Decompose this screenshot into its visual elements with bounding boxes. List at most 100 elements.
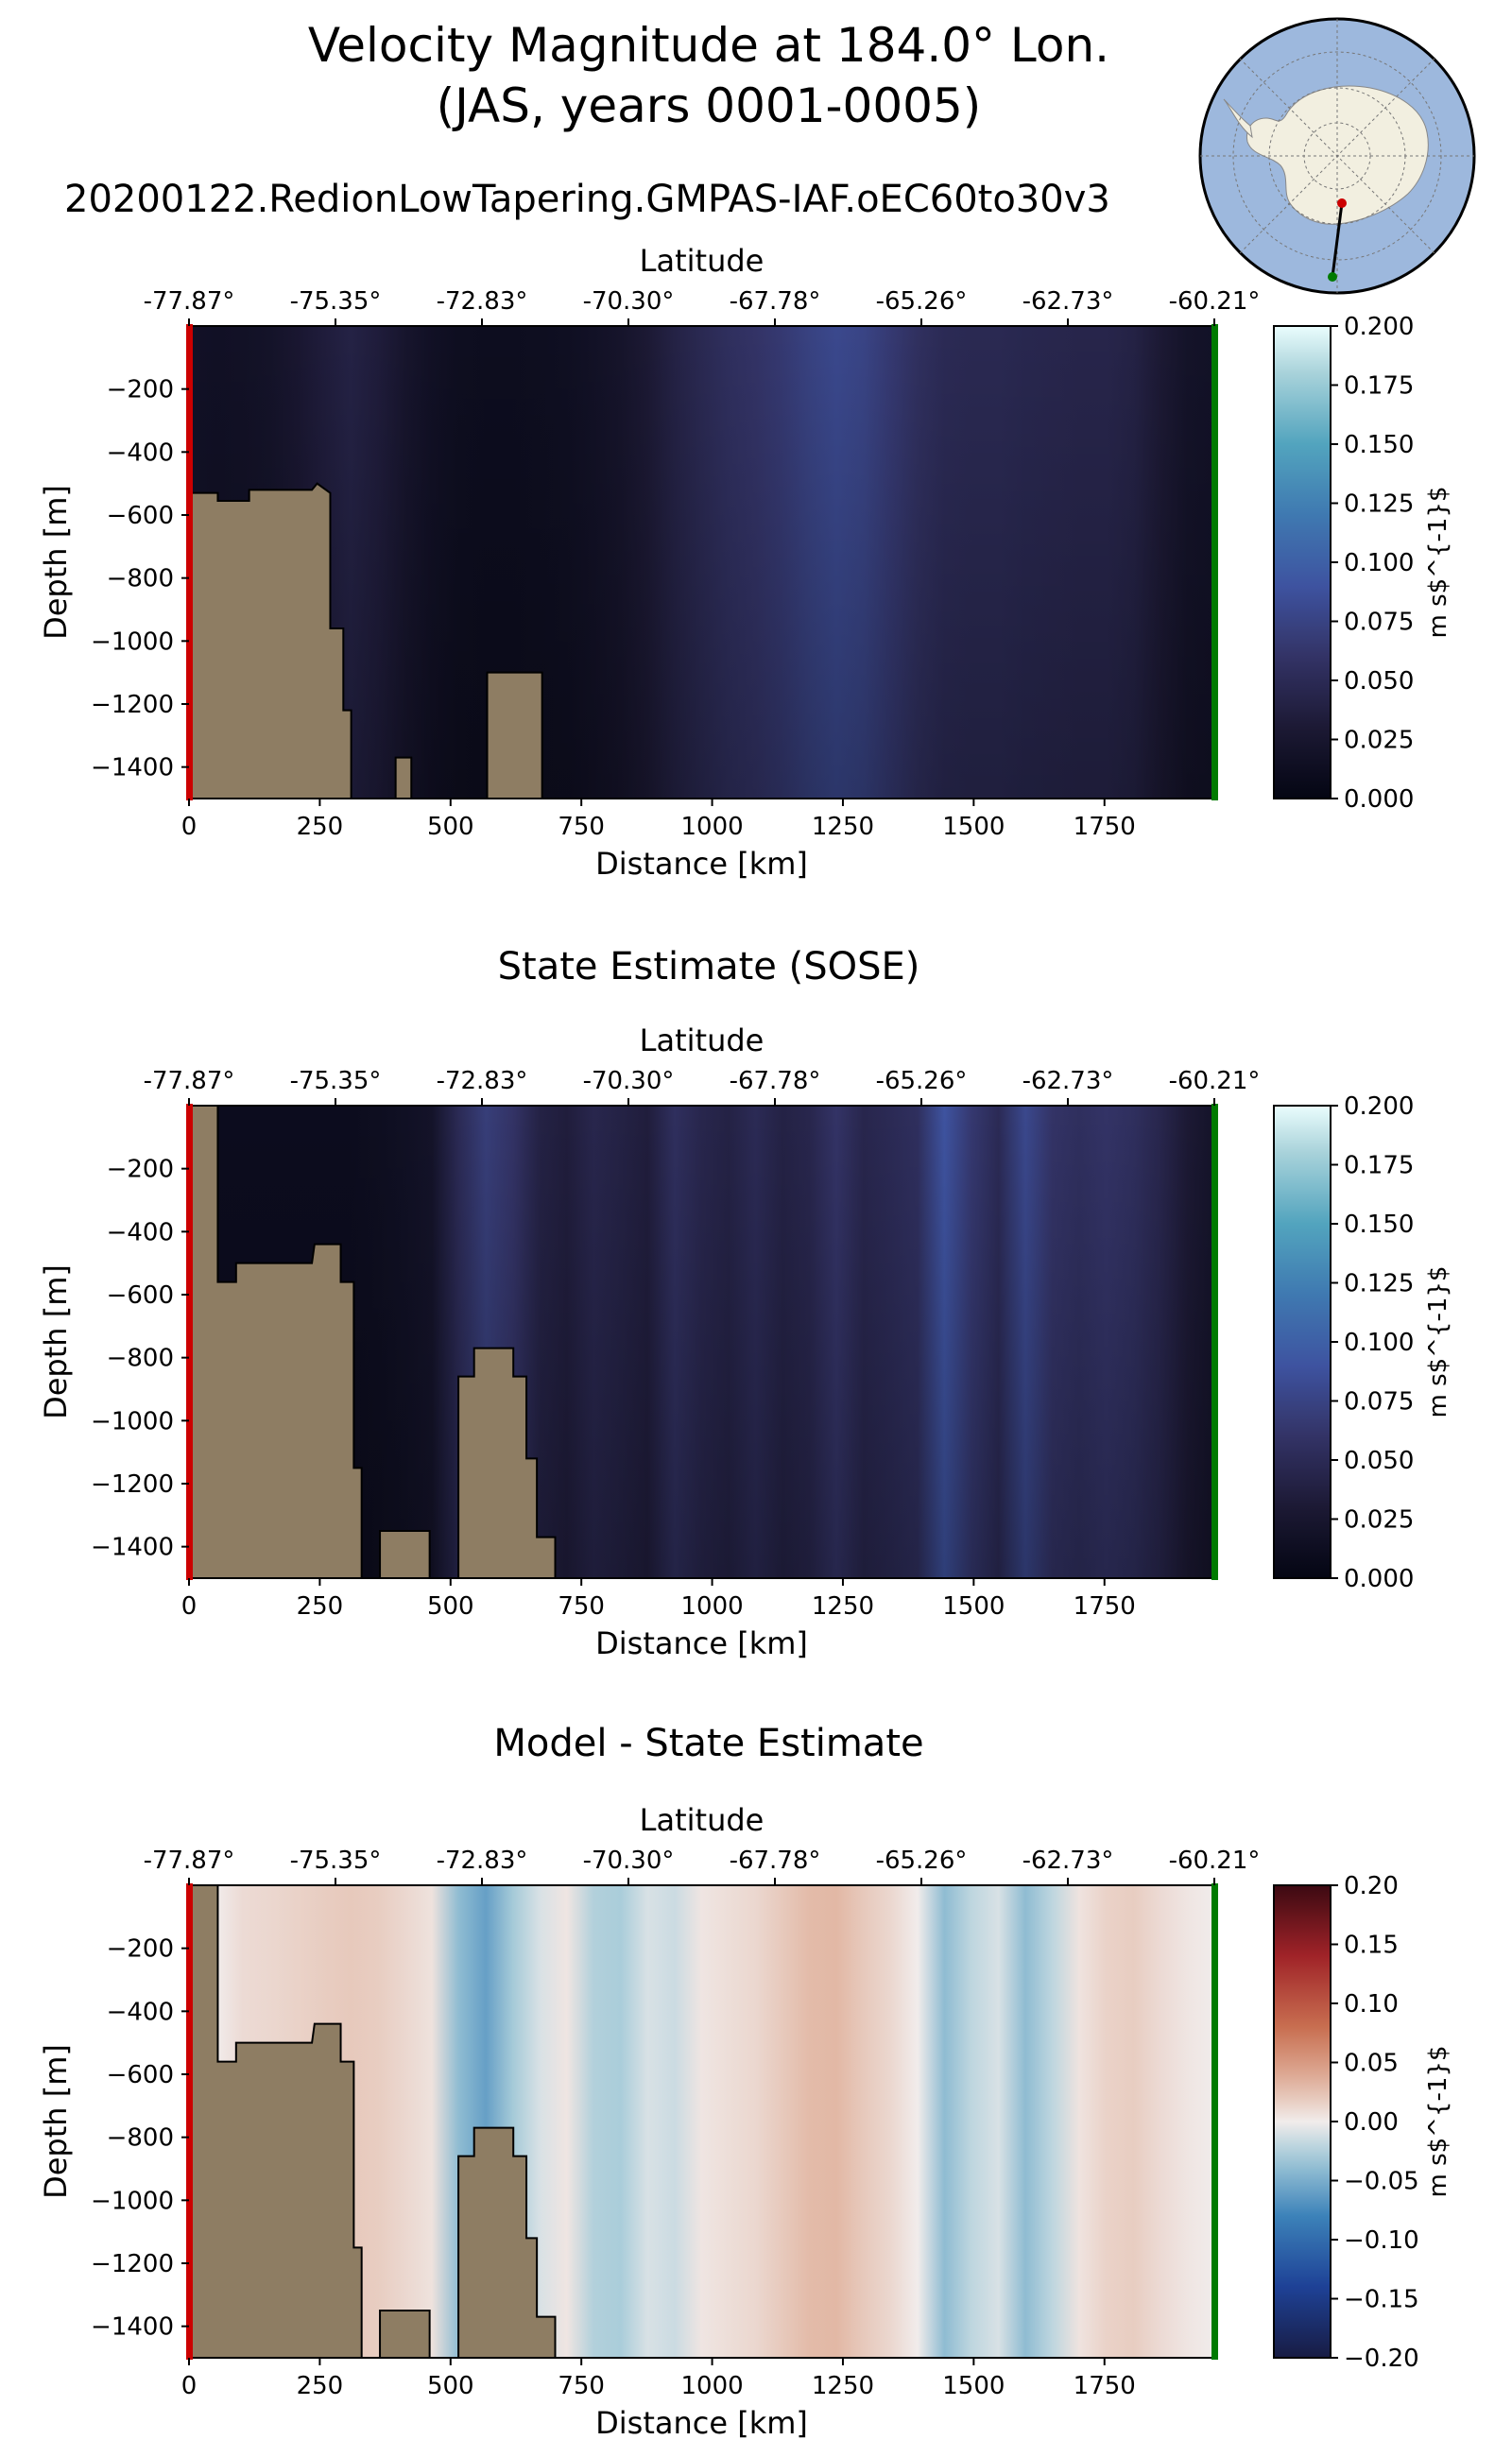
colorbar-tick-label: 0.000 bbox=[1344, 785, 1414, 814]
y-tick-label: −1400 bbox=[91, 2313, 174, 2342]
x-tick-label: 500 bbox=[427, 1592, 474, 1621]
y-tick-label: −400 bbox=[107, 1998, 174, 2026]
y-tick-label: −1000 bbox=[91, 2187, 174, 2215]
panel-2-title: State Estimate (SOSE) bbox=[497, 945, 920, 988]
y-tick-label: −200 bbox=[107, 1935, 174, 1964]
antarctic-peninsula bbox=[1223, 98, 1253, 139]
colorbar bbox=[1273, 325, 1332, 799]
lat-tick-label: -70.30° bbox=[583, 287, 675, 316]
figure-title-line2: (JAS, years 0001-0005) bbox=[436, 78, 982, 133]
section-start-marker bbox=[1337, 198, 1347, 208]
top-axis-label: Latitude bbox=[640, 1022, 765, 1058]
lat-tick-label: -72.83° bbox=[437, 1067, 528, 1095]
lat-tick-label: -77.87° bbox=[144, 1847, 235, 1875]
colorbar-tick-label: 0.100 bbox=[1344, 1329, 1414, 1357]
lat-tick-label: -65.26° bbox=[876, 1067, 968, 1095]
lat-tick-label: -60.21° bbox=[1169, 1067, 1261, 1095]
x-tick-label: 1250 bbox=[812, 1592, 874, 1621]
x-tick-label: 500 bbox=[427, 2372, 474, 2400]
lat-tick-label: -65.26° bbox=[876, 287, 968, 316]
x-tick-label: 1000 bbox=[680, 2372, 743, 2400]
colorbar-tick-label: 0.150 bbox=[1344, 1211, 1414, 1239]
x-tick-label: 1500 bbox=[942, 813, 1005, 841]
depth-shading bbox=[189, 326, 1214, 799]
x-axis-label: Distance [km] bbox=[595, 1625, 808, 1661]
y-tick-label: −800 bbox=[107, 1345, 174, 1373]
y-tick-label: −1200 bbox=[91, 2250, 174, 2278]
y-tick-label: −400 bbox=[107, 438, 174, 467]
colorbar-tick-label: −0.05 bbox=[1344, 2168, 1419, 2196]
lat-tick-label: -72.83° bbox=[437, 287, 528, 316]
y-tick-label: −1400 bbox=[91, 754, 174, 782]
lat-tick-label: -70.30° bbox=[583, 1847, 675, 1875]
lat-tick-label: -60.21° bbox=[1169, 287, 1261, 316]
x-tick-label: 500 bbox=[427, 813, 474, 841]
colorbar-tick-label: 0.200 bbox=[1344, 1092, 1414, 1121]
x-axis-label: Distance [km] bbox=[595, 2405, 808, 2441]
x-axis-label: Distance [km] bbox=[595, 846, 808, 882]
colorbar-tick-label: 0.200 bbox=[1344, 313, 1414, 341]
colorbar-tick-label: −0.10 bbox=[1344, 2226, 1419, 2255]
colorbar-tick-label: 0.100 bbox=[1344, 549, 1414, 577]
section-end-marker bbox=[1328, 272, 1337, 282]
y-tick-label: −600 bbox=[107, 502, 174, 530]
lat-tick-label: -62.73° bbox=[1022, 287, 1114, 316]
lat-tick-label: -72.83° bbox=[437, 1847, 528, 1875]
colorbar-tick-label: 0.050 bbox=[1344, 1447, 1414, 1475]
colorbar-tick-label: 0.025 bbox=[1344, 1506, 1414, 1535]
colorbar-tick-label: 0.075 bbox=[1344, 609, 1414, 637]
lat-tick-label: -65.26° bbox=[876, 1847, 968, 1875]
x-tick-label: 1500 bbox=[942, 2372, 1005, 2400]
y-tick-label: −1400 bbox=[91, 1534, 174, 1562]
colorbar-label: m s$^{-1}$ bbox=[1424, 1265, 1452, 1418]
lat-tick-label: -75.35° bbox=[290, 287, 382, 316]
y-tick-label: −400 bbox=[107, 1218, 174, 1246]
colorbar-tick-label: 0.05 bbox=[1344, 2050, 1399, 2078]
x-tick-label: 1750 bbox=[1074, 1592, 1136, 1621]
colorbar-label: m s$^{-1}$ bbox=[1424, 486, 1452, 638]
lat-tick-label: -67.78° bbox=[730, 1847, 821, 1875]
y-tick-label: −800 bbox=[107, 565, 174, 593]
y-tick-label: −200 bbox=[107, 1156, 174, 1184]
x-tick-label: 1000 bbox=[680, 1592, 743, 1621]
section-start-bar bbox=[186, 1104, 193, 1580]
x-tick-label: 750 bbox=[558, 2372, 605, 2400]
lat-tick-label: -77.87° bbox=[144, 287, 235, 316]
colorbar-tick-label: −0.20 bbox=[1344, 2345, 1419, 2373]
colorbar-tick-label: 0.20 bbox=[1344, 1872, 1399, 1900]
colorbar-tick-label: 0.10 bbox=[1344, 1990, 1399, 2019]
lat-tick-label: -77.87° bbox=[144, 1067, 235, 1095]
x-tick-label: 750 bbox=[558, 813, 605, 841]
bathymetry-land bbox=[188, 1105, 557, 1579]
x-tick-label: 0 bbox=[181, 1592, 198, 1621]
x-tick-label: 1000 bbox=[680, 813, 743, 841]
velocity-model-panel: 0 250 500 750 1000 1250 1500 1750 Distance [km] -… bbox=[38, 243, 1452, 882]
lat-tick-label: -67.78° bbox=[730, 1067, 821, 1095]
x-tick-label: 750 bbox=[558, 1592, 605, 1621]
section-start-bar bbox=[186, 324, 193, 800]
top-axis-label: Latitude bbox=[640, 1802, 765, 1838]
y-tick-label: −800 bbox=[107, 2124, 174, 2153]
figure-title-line1: Velocity Magnitude at 184.0° Lon. bbox=[307, 18, 1110, 73]
inset-polar-map bbox=[1198, 17, 1476, 295]
colorbar-tick-label: 0.050 bbox=[1344, 667, 1414, 696]
section-end-bar bbox=[1211, 1104, 1218, 1580]
y-axis-label: Depth [m] bbox=[38, 2044, 74, 2199]
lat-tick-label: -75.35° bbox=[290, 1847, 382, 1875]
y-axis-label: Depth [m] bbox=[38, 1264, 74, 1419]
run-name: 20200122.RedionLowTapering.GMPAS-IAF.oEC… bbox=[64, 178, 1110, 221]
lat-tick-label: -67.78° bbox=[730, 287, 821, 316]
velocity-sose-panel: 0 250 500 750 1000 1250 1500 1750 Distance [km] -… bbox=[38, 1022, 1452, 1661]
section-start-bar bbox=[186, 1883, 193, 2360]
colorbar bbox=[1273, 1105, 1332, 1579]
panel-3-title: Model - State Estimate bbox=[493, 1722, 924, 1765]
bathymetry-land bbox=[188, 1884, 557, 2359]
x-tick-label: 0 bbox=[181, 813, 198, 841]
colorbar-tick-label: 0.125 bbox=[1344, 1270, 1414, 1298]
colorbar-tick-label: 0.00 bbox=[1344, 2108, 1399, 2137]
x-tick-label: 1750 bbox=[1074, 2372, 1136, 2400]
lat-tick-label: -60.21° bbox=[1169, 1847, 1261, 1875]
y-tick-label: −1000 bbox=[91, 627, 174, 656]
lat-tick-label: -70.30° bbox=[583, 1067, 675, 1095]
colorbar bbox=[1273, 1884, 1332, 2359]
